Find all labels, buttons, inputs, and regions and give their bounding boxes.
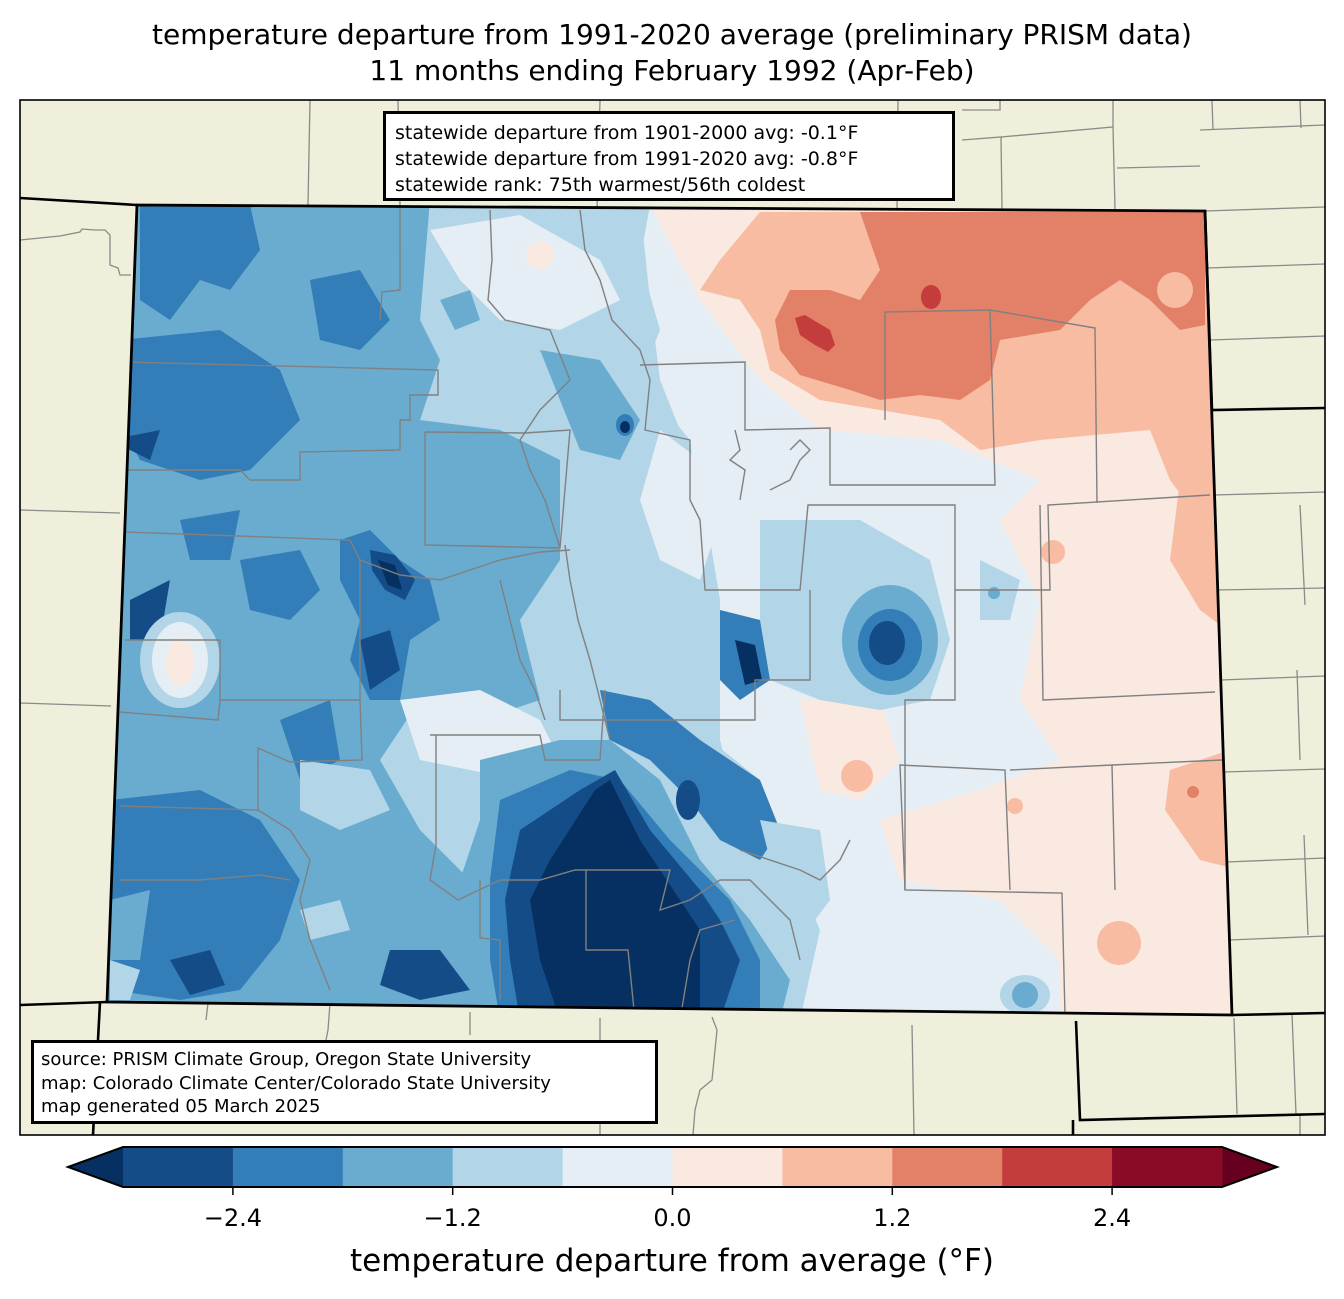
map-title: temperature departure from 1991-2020 ave… — [152, 18, 1192, 51]
colorbar-extend-over — [1222, 1147, 1277, 1187]
colorbar-bin — [342, 1147, 454, 1187]
colorbar-extend-under — [68, 1147, 123, 1187]
colorado-boundary — [105, 203, 1234, 1017]
colorado-county-lines — [119, 205, 1223, 1015]
colorbar-bin — [232, 1147, 344, 1187]
colorbar-bin — [1112, 1147, 1223, 1187]
colorbar-bin — [562, 1147, 673, 1187]
stats-rank: statewide rank: 75th warmest/56th coldes… — [395, 174, 806, 196]
colorbar-outline — [65, 1146, 1280, 1188]
colorbar-bin — [892, 1147, 1003, 1187]
source-text: source: PRISM Climate Group, Oregon Stat… — [41, 1049, 532, 1070]
colorbar-tick-label: 2.4 — [1093, 1204, 1132, 1232]
map-subtitle: 11 months ending February 1992 (Apr-Feb) — [369, 54, 975, 87]
colorbar-bin — [782, 1147, 893, 1187]
map-frame — [19, 99, 1326, 1136]
colorbar-tick-label: −1.2 — [423, 1204, 482, 1232]
colorbar-bin — [123, 1147, 234, 1187]
source-box: source: PRISM Climate Group, Oregon Stat… — [31, 1040, 658, 1124]
statewide-stats-box: statewide departure from 1901-2000 avg: … — [383, 111, 955, 201]
colorbar-bin — [1002, 1147, 1113, 1187]
colorbar — [65, 1146, 1280, 1195]
temperature-field — [107, 205, 1232, 1015]
colorbar-bin — [672, 1147, 783, 1187]
colorbar-tick-label: 1.2 — [873, 1204, 912, 1232]
stats-departure-1901-2000: statewide departure from 1901-2000 avg: … — [395, 122, 859, 144]
map-credit-text: map: Colorado Climate Center/Colorado St… — [41, 1072, 551, 1094]
colorbar-bin — [452, 1147, 564, 1187]
colorbar-tick-label: −2.4 — [203, 1204, 263, 1232]
colorbar-tick-label: 0.0 — [653, 1204, 692, 1232]
colorbar-label: temperature departure from average (°F) — [350, 1243, 994, 1279]
stats-departure-1991-2020: statewide departure from 1991-2020 avg: … — [395, 148, 859, 170]
generated-date-text: map generated 05 March 2025 — [41, 1096, 321, 1117]
